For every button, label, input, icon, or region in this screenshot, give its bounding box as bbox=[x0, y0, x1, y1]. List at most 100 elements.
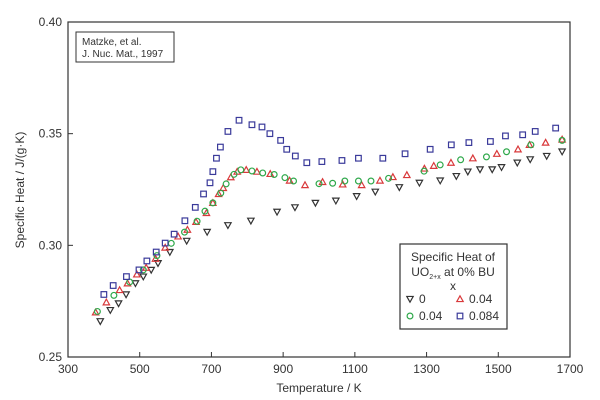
data-point bbox=[160, 243, 170, 251]
data-point bbox=[217, 189, 225, 197]
data-point bbox=[123, 278, 132, 287]
data-point bbox=[272, 208, 282, 217]
data-point bbox=[173, 231, 183, 240]
legend: Specific Heat of UO2+x at 0% BU x 0 0.04 0… bbox=[399, 243, 508, 330]
data-point bbox=[492, 149, 502, 157]
data-point bbox=[465, 139, 473, 147]
data-point bbox=[385, 174, 393, 182]
data-point bbox=[420, 167, 428, 175]
data-point bbox=[153, 252, 161, 260]
data-point bbox=[123, 273, 130, 280]
data-point bbox=[216, 143, 224, 151]
data-point bbox=[283, 145, 291, 153]
data-point bbox=[135, 266, 143, 274]
data-point bbox=[241, 165, 251, 174]
data-point bbox=[143, 257, 151, 265]
data-point bbox=[102, 297, 111, 306]
legend-marker-triangle-up bbox=[455, 294, 465, 303]
x-tick-label: 900 bbox=[273, 362, 293, 376]
data-point bbox=[557, 148, 567, 156]
data-point bbox=[541, 138, 550, 146]
data-point bbox=[452, 172, 461, 181]
data-point bbox=[352, 193, 361, 201]
data-point bbox=[447, 141, 455, 149]
legend-marker-square bbox=[456, 312, 464, 320]
data-point bbox=[463, 168, 473, 177]
data-point bbox=[235, 116, 243, 124]
data-point bbox=[152, 248, 160, 256]
legend-marker-triangle-down bbox=[405, 295, 415, 304]
data-point bbox=[209, 199, 217, 207]
data-point bbox=[93, 307, 101, 315]
data-point bbox=[258, 123, 266, 131]
data-point bbox=[497, 164, 506, 172]
data-point bbox=[542, 152, 551, 161]
x-axis-label: Temperature / K bbox=[276, 381, 361, 395]
data-point bbox=[354, 177, 362, 185]
y-tick-label: 0.25 bbox=[39, 350, 63, 364]
data-point bbox=[482, 153, 490, 161]
data-point bbox=[329, 179, 337, 187]
legend-title-line-2: UO2+x at 0% BU bbox=[411, 265, 495, 281]
data-point bbox=[114, 300, 123, 308]
data-point bbox=[139, 273, 148, 282]
data-point bbox=[213, 154, 220, 162]
annotation-line-2: J. Nuc. Mat., 1997 bbox=[82, 49, 164, 60]
data-point bbox=[475, 166, 485, 174]
data-point bbox=[246, 217, 256, 226]
data-point bbox=[167, 239, 175, 247]
legend-title-line-3: x bbox=[450, 279, 456, 293]
data-point bbox=[341, 177, 349, 185]
data-point bbox=[557, 135, 567, 143]
data-point bbox=[357, 180, 366, 189]
data-point bbox=[193, 217, 201, 225]
data-point bbox=[266, 130, 274, 138]
data-points bbox=[91, 116, 567, 326]
data-point bbox=[191, 203, 199, 211]
data-point bbox=[290, 204, 300, 212]
data-point bbox=[519, 131, 527, 139]
data-point bbox=[290, 177, 298, 185]
data-point bbox=[367, 177, 375, 185]
data-point bbox=[139, 266, 147, 274]
x-tick-label: 700 bbox=[201, 362, 221, 376]
data-point bbox=[106, 306, 115, 315]
data-point bbox=[248, 121, 256, 129]
data-point bbox=[402, 170, 412, 179]
data-point bbox=[214, 189, 223, 198]
data-point bbox=[318, 158, 326, 165]
plot-frame bbox=[67, 21, 571, 358]
data-point bbox=[487, 166, 497, 174]
data-point bbox=[165, 248, 175, 257]
data-point bbox=[558, 136, 566, 144]
series-3 bbox=[100, 116, 560, 298]
data-point bbox=[270, 171, 278, 179]
x-tick-label: 500 bbox=[130, 362, 150, 376]
data-point bbox=[401, 150, 409, 158]
data-point bbox=[468, 153, 478, 162]
data-point bbox=[161, 239, 169, 247]
x-tick-label: 1500 bbox=[485, 362, 512, 376]
legend-title-line-1: Specific Heat of bbox=[411, 250, 496, 264]
data-point bbox=[281, 174, 289, 182]
data-point bbox=[552, 124, 560, 132]
data-point bbox=[100, 291, 108, 298]
data-point bbox=[303, 159, 311, 167]
data-point bbox=[315, 180, 323, 188]
legend-label: 0.084 bbox=[469, 309, 499, 323]
data-point bbox=[202, 208, 211, 217]
data-point bbox=[237, 166, 245, 174]
data-point bbox=[248, 167, 256, 175]
data-point bbox=[181, 217, 189, 225]
x-tick-label: 1300 bbox=[413, 362, 440, 376]
data-point bbox=[525, 156, 535, 164]
data-point bbox=[531, 128, 539, 135]
data-point bbox=[201, 207, 209, 215]
data-point bbox=[375, 176, 385, 184]
data-point bbox=[436, 161, 444, 169]
legend-label: 0.04 bbox=[419, 309, 443, 323]
data-point bbox=[200, 190, 207, 198]
data-point bbox=[110, 291, 118, 299]
data-point bbox=[277, 136, 285, 144]
